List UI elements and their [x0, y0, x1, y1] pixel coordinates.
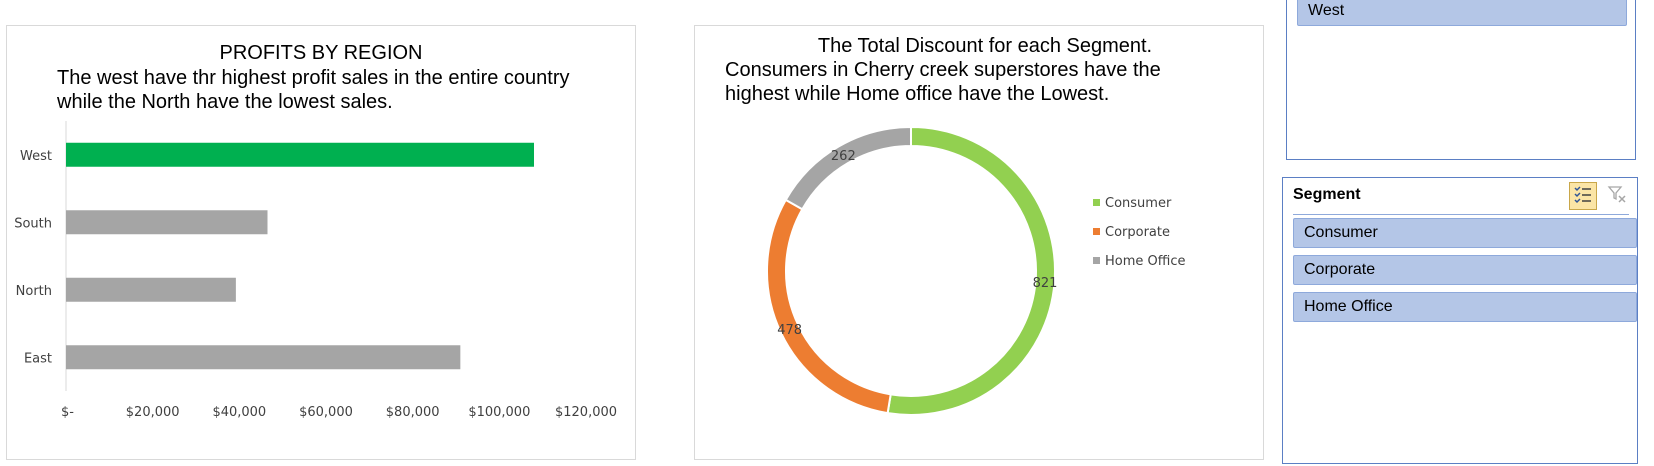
category-label: West [20, 149, 52, 164]
data-label-corporate: 478 [777, 323, 802, 338]
slicer-item-home-office[interactable]: Home Office [1293, 292, 1637, 322]
legend-label-consumer: Consumer [1105, 196, 1172, 211]
multi-select-button[interactable] [1569, 182, 1597, 210]
multi-select-checklist-icon [1573, 184, 1593, 209]
bar-north [66, 277, 236, 302]
category-label: South [14, 216, 52, 231]
slicer-header: Segment [1293, 186, 1361, 203]
donut-slice-corporate [766, 198, 892, 415]
chart-subtitle-line-1: Consumers in Cherry creek superstores ha… [725, 59, 1161, 81]
chart-title-block: The Total Discount for each Segment. Con… [725, 34, 1245, 106]
chart-title: PROFITS BY REGION [219, 42, 423, 64]
legend-swatch-corporate [1093, 228, 1100, 235]
category-label: East [24, 351, 52, 366]
data-label-home-office: 262 [831, 149, 856, 164]
discount-by-segment-chart[interactable]: The Total Discount for each Segment. Con… [694, 25, 1264, 460]
x-tick-label: $80,000 [386, 405, 440, 420]
x-tick-label: $120,000 [555, 405, 617, 420]
legend-swatch-home-office [1093, 257, 1100, 264]
bar-west [66, 142, 534, 167]
segment-slicer: Segment Consumer Corporate Home Office [1282, 177, 1638, 464]
bar-plot-area: West South North East $- $20,000 $40,000 $60,00… [14, 121, 617, 420]
bar-east [66, 345, 461, 370]
chart-subtitle: The west have thr highest profit sales i… [57, 67, 570, 113]
legend-swatch-consumer [1093, 199, 1100, 206]
legend-label-corporate: Corporate [1105, 225, 1170, 240]
bar-south [66, 210, 268, 235]
slicer-item-west[interactable]: West [1297, 0, 1627, 26]
donut-plot-area: 821 478 262 Consumer Corporate Home Office [766, 125, 1185, 416]
slicer-item-consumer[interactable]: Consumer [1293, 218, 1637, 248]
x-tick-label: $100,000 [468, 405, 530, 420]
x-tick-label: $20,000 [126, 405, 180, 420]
x-tick-label: $60,000 [299, 405, 353, 420]
chart-title: The Total Discount for each Segment. [817, 35, 1153, 57]
donut-slice-consumer [886, 125, 1056, 416]
profits-by-region-chart[interactable]: PROFITS BY REGION The west have thr high… [6, 25, 636, 460]
region-slicer: West [1286, 0, 1636, 160]
x-tick-label: $- [61, 405, 74, 420]
chart-subtitle-line-2: highest while Home office have the Lowes… [725, 83, 1110, 105]
donut-slice-home-office [784, 125, 912, 211]
data-label-consumer: 821 [1033, 276, 1058, 291]
x-tick-label: $40,000 [212, 405, 266, 420]
clear-filter-button[interactable] [1603, 182, 1631, 210]
category-label: North [16, 284, 52, 299]
legend-label-home-office: Home Office [1105, 254, 1185, 269]
slicer-item-corporate[interactable]: Corporate [1293, 255, 1637, 285]
slicer-divider [1293, 214, 1629, 215]
clear-filter-icon [1607, 184, 1627, 209]
